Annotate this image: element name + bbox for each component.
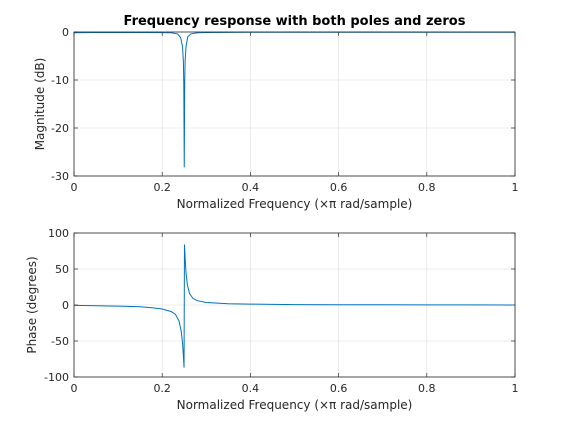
- magnitude-plot: 0 0.2 0.4 0.6 0.8 1 -30 -20 -10 0: [51, 26, 518, 194]
- phase-x-axis-label: Normalized Frequency (×π rad/sample): [177, 398, 413, 412]
- phase-y-tick-label: 50: [55, 263, 69, 276]
- phase-y-axis-label: Phase (degrees): [25, 256, 39, 353]
- magnitude-axes-frame: [73, 31, 516, 177]
- phase-y-tick-label: -50: [51, 335, 69, 348]
- magnitude-y-tick-label: -20: [51, 122, 69, 135]
- magnitude-y-axis-label: Magnitude (dB): [33, 58, 47, 151]
- phase-x-tick-label: 0.4: [242, 382, 260, 395]
- phase-y-tick-label: 0: [62, 299, 69, 312]
- magnitude-y-tick-label: 0: [62, 26, 69, 39]
- magnitude-x-tick-label: 0.4: [242, 181, 260, 194]
- phase-x-tick-label: 1: [512, 382, 519, 395]
- magnitude-x-tick-label: 0.2: [153, 181, 171, 194]
- phase-x-tick-label: 0.8: [418, 382, 436, 395]
- phase-x-tick-label: 0.2: [153, 382, 171, 395]
- phase-plot: 0 0.2 0.4 0.6 0.8 1 -100 -50 0 50 100: [44, 227, 518, 395]
- magnitude-x-tick-label: 0: [71, 181, 78, 194]
- magnitude-x-tick-label: 0.8: [418, 181, 436, 194]
- phase-series-line: [73, 244, 516, 368]
- magnitude-y-tick-label: -30: [51, 170, 69, 183]
- magnitude-x-tick-label: 1: [512, 181, 519, 194]
- phase-y-tick-label: -100: [44, 371, 69, 384]
- magnitude-x-axis-label: Normalized Frequency (×π rad/sample): [177, 197, 413, 211]
- phase-axes-frame: [73, 232, 516, 378]
- phase-y-tick-label: 100: [48, 227, 69, 240]
- magnitude-x-tick-label: 0.6: [330, 181, 348, 194]
- magnitude-series-line: [73, 31, 515, 168]
- phase-x-tick-label: 0.6: [330, 382, 348, 395]
- magnitude-y-tick-label: -10: [51, 74, 69, 87]
- phase-x-tick-label: 0: [71, 382, 78, 395]
- chart-title: Frequency response with both poles and z…: [124, 14, 466, 29]
